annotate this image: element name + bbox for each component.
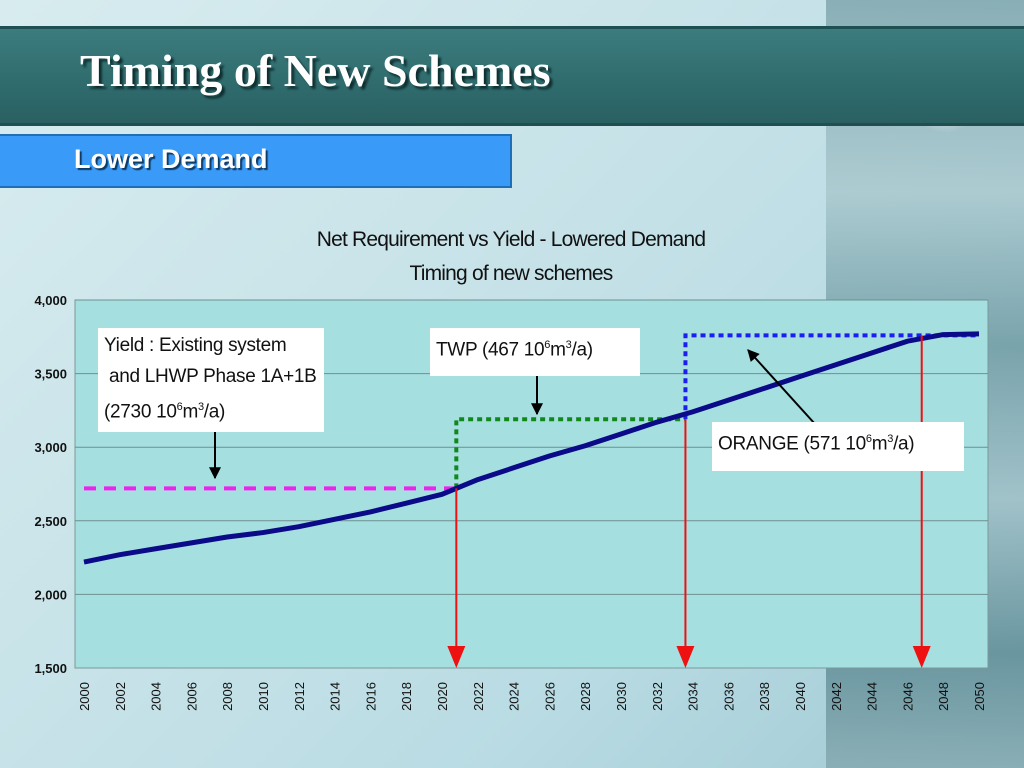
series-requirement bbox=[83, 331, 980, 565]
chart-subtitle: Timing of new schemes bbox=[409, 262, 612, 285]
x-tick-label: 2044 bbox=[865, 682, 880, 711]
x-tick-label: 2026 bbox=[542, 682, 557, 711]
callout-orange-text: ORANGE (571 106m3/a) bbox=[718, 433, 915, 455]
x-tick-label: 2028 bbox=[578, 682, 593, 711]
callout-yield-line2: and LHWP Phase 1A+1B bbox=[104, 366, 317, 387]
x-tick-label: 2008 bbox=[220, 682, 235, 711]
x-tick-label: 2024 bbox=[507, 682, 522, 711]
x-tick-label: 2018 bbox=[399, 682, 414, 711]
y-tick-label: 2,000 bbox=[34, 587, 67, 602]
x-tick-label: 2046 bbox=[900, 682, 915, 711]
callout-twp: TWP (467 106m3/a) bbox=[430, 328, 640, 376]
x-tick-label: 2048 bbox=[936, 682, 951, 711]
x-tick-label: 2038 bbox=[757, 682, 772, 711]
callout-twp-text: TWP (467 106m3/a) bbox=[436, 339, 593, 361]
x-tick-label: 2050 bbox=[972, 682, 987, 711]
x-tick-label: 2040 bbox=[793, 682, 808, 711]
y-tick-label: 1,500 bbox=[34, 661, 67, 676]
x-tick-label: 2014 bbox=[328, 682, 343, 711]
x-tick-label: 2030 bbox=[614, 682, 629, 711]
y-tick-label: 4,000 bbox=[34, 293, 67, 308]
subtitle-banner bbox=[0, 134, 512, 188]
y-tick-label: 3,000 bbox=[34, 440, 67, 455]
callout-orange: ORANGE (571 106m3/a) bbox=[712, 422, 964, 471]
x-tick-label: 2032 bbox=[650, 682, 665, 711]
x-tick-label: 2010 bbox=[256, 682, 271, 711]
x-tick-label: 2042 bbox=[829, 682, 844, 711]
callout-yield-existing: Yield : Existing system and LHWP Phase 1… bbox=[98, 328, 324, 432]
x-tick-label: 2000 bbox=[77, 682, 92, 711]
x-tick-label: 2036 bbox=[721, 682, 736, 711]
callout-yield-line1: Yield : Existing system bbox=[104, 335, 287, 356]
slide-title: Timing of New Schemes bbox=[80, 45, 551, 96]
x-tick-label: 2020 bbox=[435, 682, 450, 711]
chart-title: Net Requirement vs Yield - Lowered Deman… bbox=[317, 228, 706, 251]
x-tick-label: 2022 bbox=[471, 682, 486, 711]
x-tick-label: 2002 bbox=[113, 682, 128, 711]
timing-arrowhead-2 bbox=[676, 646, 695, 668]
slide-subtitle: Lower Demand bbox=[74, 144, 268, 174]
pointer-orange bbox=[747, 349, 816, 425]
x-tick-label: 2012 bbox=[292, 682, 307, 711]
y-tick-label: 2,500 bbox=[34, 514, 67, 529]
x-tick-label: 2034 bbox=[686, 682, 701, 711]
callout-yield-line3: (2730 106m3/a) bbox=[104, 401, 226, 423]
x-tick-label: 2004 bbox=[149, 682, 164, 711]
timing-arrowhead-1 bbox=[447, 646, 466, 668]
timing-arrowhead-3 bbox=[912, 646, 931, 668]
series-yield-orange bbox=[683, 333, 979, 420]
x-tick-label: 2006 bbox=[184, 682, 199, 711]
y-tick-label: 3,500 bbox=[34, 367, 67, 382]
x-tick-label: 2016 bbox=[363, 682, 378, 711]
title-bar bbox=[0, 26, 1024, 126]
